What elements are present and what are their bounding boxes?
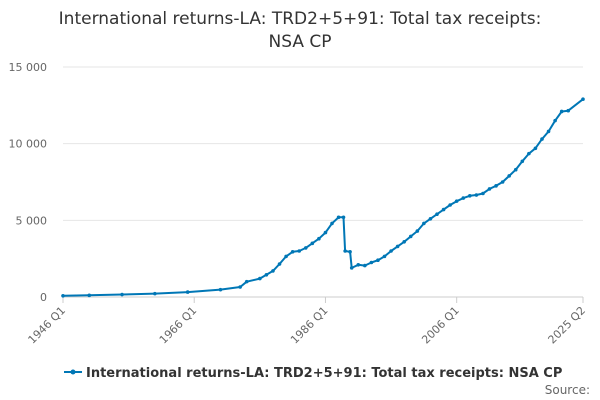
y-tick-label: 15 000 (9, 61, 48, 74)
data-point[interactable] (343, 249, 347, 253)
y-tick-label: 5 000 (16, 214, 48, 227)
x-tick-label: 2025 Q2 (546, 304, 589, 347)
x-tick-label: 2006 Q1 (419, 304, 462, 347)
data-point[interactable] (317, 236, 321, 241)
data-point[interactable] (87, 293, 92, 298)
data-point[interactable] (244, 279, 249, 284)
x-tick-label: 1966 Q1 (157, 304, 200, 347)
data-point[interactable] (336, 215, 341, 220)
data-point[interactable] (441, 207, 446, 212)
data-point[interactable] (284, 254, 288, 259)
data-point[interactable] (448, 203, 452, 207)
data-point[interactable] (238, 285, 242, 289)
data-point[interactable] (546, 129, 551, 134)
data-point[interactable] (581, 97, 585, 101)
data-point[interactable] (363, 263, 367, 268)
chart-title-line-1: International returns-LA: TRD2+5+91: Tot… (59, 9, 542, 29)
data-point[interactable] (369, 260, 374, 265)
data-point[interactable] (435, 212, 439, 216)
y-axis-ticks: 0 5 000 10 000 15 000 (9, 61, 48, 304)
data-point[interactable] (494, 184, 498, 188)
series-line[interactable] (62, 98, 584, 297)
data-point[interactable] (303, 246, 308, 250)
data-point[interactable] (290, 249, 295, 254)
data-point[interactable] (461, 196, 466, 200)
series-layer (61, 97, 585, 298)
data-point[interactable] (566, 108, 571, 113)
data-point[interactable] (61, 293, 65, 298)
data-point[interactable] (454, 199, 459, 203)
data-point[interactable] (330, 221, 334, 226)
data-point[interactable] (389, 249, 393, 253)
data-point[interactable] (507, 174, 511, 178)
data-point[interactable] (408, 234, 413, 239)
legend-label: International returns-LA: TRD2+5+91: Tot… (86, 366, 562, 381)
y-tick-label: 10 000 (9, 138, 48, 151)
data-point[interactable] (402, 240, 406, 244)
data-point[interactable] (356, 263, 361, 267)
x-axis-ticks: 1946 Q1 1966 Q1 1986 Q1 2006 Q1 2025 Q2 (26, 297, 589, 347)
data-point[interactable] (468, 194, 472, 198)
data-point[interactable] (500, 180, 505, 184)
data-point[interactable] (428, 217, 433, 221)
x-tick-label: 1946 Q1 (26, 304, 69, 347)
y-tick-label: 0 (40, 291, 47, 304)
data-point[interactable] (277, 262, 282, 266)
data-point[interactable] (258, 276, 262, 281)
data-point[interactable] (481, 191, 485, 196)
data-point[interactable] (310, 241, 315, 246)
chart-title-line-2: NSA CP (269, 32, 332, 52)
data-point[interactable] (559, 109, 564, 114)
data-point[interactable] (264, 272, 269, 277)
data-point[interactable] (349, 266, 354, 270)
data-point[interactable] (382, 254, 387, 259)
data-point[interactable] (271, 269, 275, 273)
data-point[interactable] (487, 187, 492, 191)
data-point[interactable] (513, 167, 518, 172)
data-point[interactable] (395, 244, 400, 249)
data-point[interactable] (422, 221, 426, 226)
data-point[interactable] (527, 151, 531, 156)
y-gridlines (63, 66, 583, 221)
data-point[interactable] (297, 249, 302, 253)
data-point[interactable] (553, 118, 557, 123)
data-point[interactable] (120, 292, 124, 297)
legend-point-marker (70, 369, 76, 375)
data-point[interactable] (348, 249, 352, 254)
data-point[interactable] (415, 229, 420, 233)
data-point[interactable] (323, 230, 328, 235)
legend[interactable]: International returns-LA: TRD2+5+91: Tot… (64, 366, 562, 381)
data-point[interactable] (474, 193, 479, 197)
data-point[interactable] (185, 290, 190, 294)
data-point[interactable] (533, 146, 538, 151)
data-point[interactable] (218, 287, 223, 292)
source-label: Source: (545, 383, 590, 397)
data-point[interactable] (153, 291, 157, 296)
data-point[interactable] (341, 215, 346, 220)
data-point[interactable] (540, 137, 544, 141)
data-point[interactable] (376, 258, 380, 263)
data-point[interactable] (520, 159, 525, 164)
x-tick-label: 1986 Q1 (288, 304, 331, 347)
